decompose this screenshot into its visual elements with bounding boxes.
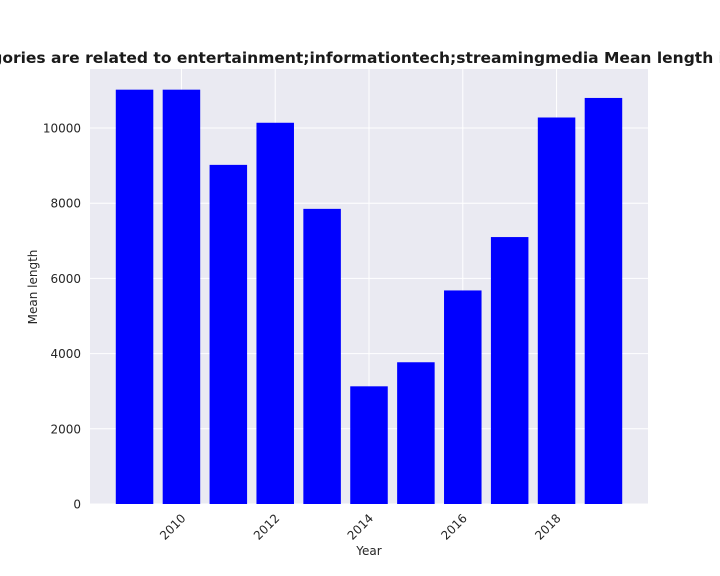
y-tick-label: 8000 [50,197,81,211]
x-tick-label: 2018 [532,511,563,542]
bars [115,89,623,505]
y-tick-label: 0 [73,498,81,512]
y-axis-label: Mean length [26,250,40,325]
bar-2018 [537,117,576,505]
bar-2015 [397,362,435,504]
y-tick-label: 10000 [43,122,81,136]
bar-2013 [303,208,341,505]
bar-2009 [115,89,154,505]
bar-2012 [256,122,294,505]
bar-2014 [350,386,388,504]
bar-2019 [584,97,623,505]
y-axis-ticks: 0 2000 4000 6000 8000 10000 [43,122,81,512]
y-tick-label: 6000 [50,272,81,286]
y-tick-label: 4000 [50,347,81,361]
bar-2010 [162,89,201,505]
x-axis-ticks: 2010 2012 2014 2016 2018 [157,511,564,542]
x-tick-label: 2014 [345,511,376,542]
bar-2016 [444,290,482,504]
bar-2017 [490,237,529,504]
x-tick-label: 2016 [438,511,469,542]
x-tick-label: 2012 [251,511,282,542]
x-tick-label: 2010 [157,511,188,542]
chart-title: Apps whose categories are related to ent… [0,49,720,67]
x-axis-label: Year [355,544,381,558]
bar-2011 [209,164,248,505]
y-tick-label: 2000 [50,422,81,436]
